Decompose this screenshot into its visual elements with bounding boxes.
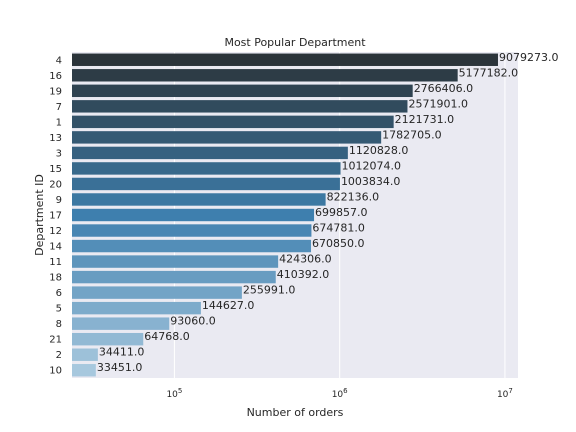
bar-value-label: 1782705.0	[382, 128, 442, 141]
y-tick-label: 19	[49, 86, 62, 97]
bar-department-11	[72, 255, 279, 268]
y-tick-label: 17	[49, 211, 62, 222]
bar-value-label: 64768.0	[144, 330, 190, 343]
bar-value-label: 2766406.0	[414, 82, 474, 95]
y-tick-label: 2	[56, 350, 62, 361]
bar-value-label: 93060.0	[170, 315, 216, 328]
bar-value-label: 255991.0	[243, 284, 295, 297]
x-axis-label: Number of orders	[247, 406, 344, 419]
bar-value-label: 1012074.0	[342, 159, 402, 172]
bar-department-9	[72, 193, 326, 206]
y-tick-label: 5	[56, 304, 62, 315]
bar-department-5	[72, 301, 201, 315]
bar-value-label: 699857.0	[315, 206, 368, 219]
bar-department-17	[72, 208, 315, 222]
bar-department-2	[72, 348, 98, 361]
bar-department-14	[72, 239, 312, 253]
ticks-layer: 105 106 107	[166, 387, 512, 400]
y-tick-label: 9	[56, 195, 62, 206]
chart-title: Most Popular Department	[224, 36, 366, 49]
bar-value-label: 9079273.0	[499, 51, 559, 64]
y-tick-label: 18	[49, 273, 62, 284]
bar-department-18	[72, 270, 276, 284]
y-tick-label: 11	[49, 257, 62, 268]
bar-department-20	[72, 177, 340, 191]
bar-value-label: 144627.0	[202, 299, 255, 312]
bar-value-label: 1120828.0	[349, 144, 409, 157]
bar-value-label: 34411.0	[99, 346, 145, 359]
bar-department-4	[72, 53, 498, 66]
bar-value-label: 670850.0	[312, 237, 365, 250]
bar-department-3	[72, 146, 348, 160]
y-tick-label: 3	[56, 148, 62, 159]
bar-department-1	[72, 115, 394, 129]
y-tick-label: 20	[49, 179, 62, 190]
y-tick-label: 1	[56, 117, 62, 128]
bar-value-label: 822136.0	[327, 190, 380, 203]
y-tick-label: 15	[49, 164, 62, 175]
bar-department-12	[72, 224, 312, 237]
y-tick-label: 16	[49, 71, 62, 82]
bar-department-15	[72, 162, 341, 175]
bar-value-label: 2121731.0	[395, 113, 455, 126]
y-tick-label: 8	[56, 319, 62, 330]
y-tick-label: 4	[56, 55, 62, 66]
y-tick-label: 6	[56, 288, 62, 299]
bar-value-label: 410392.0	[277, 268, 330, 281]
bar-value-label: 2571901.0	[408, 97, 468, 110]
labels-layer: 4 9079273.016 5177182.019 2766406.07 2571901…	[49, 51, 558, 377]
y-tick-label: 21	[49, 335, 62, 346]
bar-department-19	[72, 84, 413, 98]
bar-department-6	[72, 286, 242, 299]
bar-value-label: 1003834.0	[341, 175, 401, 188]
y-axis-label: Department ID	[33, 174, 46, 256]
bar-department-10	[72, 364, 96, 377]
bar-value-label: 424306.0	[279, 253, 332, 266]
bar-department-7	[72, 100, 408, 113]
bar-department-21	[72, 332, 144, 346]
y-tick-label: 7	[56, 102, 62, 113]
bar-department-8	[72, 317, 170, 330]
y-tick-label: 10	[49, 366, 62, 377]
y-tick-label: 13	[49, 133, 62, 144]
bars-layer	[72, 53, 498, 377]
x-tick-label: 107	[497, 387, 513, 400]
bar-department-13	[72, 131, 382, 144]
bar-department-16	[72, 69, 458, 82]
y-tick-label: 14	[49, 242, 62, 253]
bar-value-label: 674781.0	[312, 222, 365, 235]
x-tick-label: 106	[332, 387, 348, 400]
x-tick-label: 105	[166, 387, 182, 400]
bar-value-label: 33451.0	[97, 361, 142, 374]
y-tick-label: 12	[49, 226, 62, 237]
bar-value-label: 5177182.0	[459, 66, 519, 79]
